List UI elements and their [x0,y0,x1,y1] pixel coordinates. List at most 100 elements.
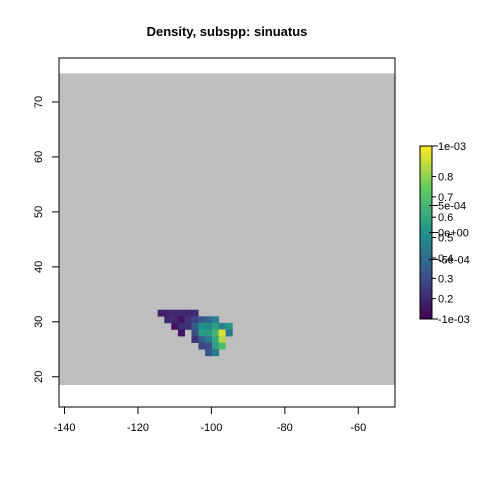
colorbar-swatch [420,163,432,166]
heatmap-cell [164,316,171,323]
colorbar-swatch [420,160,432,163]
heatmap-cell [226,330,233,337]
colorbar-swatch [420,244,432,247]
colorbar-tick-label: 0.3 [438,273,453,285]
x-tick-label: -60 [350,422,366,434]
colorbar-swatch [420,273,432,276]
heatmap-cell [198,343,205,350]
heatmap-cell [219,323,226,330]
colorbar-tick-label: 0.8 [438,172,453,184]
heatmap-cell [219,336,226,343]
colorbar-swatch [420,169,432,172]
heatmap-cell [219,343,226,350]
colorbar-overlay-label: -5e-04 [438,254,470,266]
colorbar-swatch [420,175,432,178]
colorbar-swatch [420,218,432,221]
heatmap-cell [191,310,198,317]
colorbar-swatch [420,166,432,169]
colorbar-swatch [420,224,432,227]
colorbar-swatch [420,282,432,285]
colorbar-swatch [420,287,432,290]
heatmap-cell [198,330,205,337]
heatmap-cell [205,349,212,356]
colorbar-swatch [420,261,432,264]
colorbar-swatch [420,241,432,244]
colorbar-swatch [420,152,432,155]
colorbar-swatch [420,172,432,175]
colorbar-swatch [420,313,432,316]
colorbar-swatch [420,158,432,161]
colorbar-swatch [420,302,432,305]
heatmap-cell [164,310,171,317]
heatmap-cell [198,336,205,343]
colorbar-swatch [420,267,432,270]
colorbar-swatch [420,207,432,210]
heatmap-cell [171,316,178,323]
y-tick-label: 60 [33,151,45,163]
colorbar-swatch [420,212,432,215]
chart-title: Density, subspp: sinuatus [147,24,308,39]
plot-panel [59,73,395,385]
y-tick-label: 70 [33,96,45,108]
heatmap-cell [212,343,219,350]
colorbar-swatch [420,279,432,282]
colorbar-swatch [420,221,432,224]
x-tick-label: -120 [127,422,149,434]
colorbar-swatch [420,310,432,313]
colorbar-swatch [420,215,432,218]
colorbar-swatch [420,296,432,299]
heatmap-cell [198,323,205,330]
heatmap-cell [178,330,185,337]
heatmap-cell [212,323,219,330]
heatmap-cell [185,316,192,323]
colorbar-swatch [420,227,432,230]
colorbar-swatch [420,247,432,250]
colorbar-swatch [420,305,432,308]
y-tick-label: 50 [33,206,45,218]
heatmap-cell [185,310,192,317]
heatmap-cell [171,323,178,330]
heatmap-cell [212,316,219,323]
colorbar-swatch [420,155,432,158]
colorbar-swatch [420,189,432,192]
heatmap-cell [158,310,165,317]
colorbar-overlay-label: 5e-04 [438,201,466,213]
colorbar-tick-label: 0.6 [438,212,453,224]
colorbar-swatch [420,250,432,253]
heatmap-cell [205,316,212,323]
heatmap-cell [226,323,233,330]
colorbar-overlay-label: 0e+00 [438,228,469,240]
x-tick-label: -100 [200,422,222,434]
colorbar-swatch [420,149,432,152]
colorbar-swatch [420,233,432,236]
heatmap-cell [212,349,219,356]
heatmap-cell [178,310,185,317]
colorbar-swatch [420,192,432,195]
heatmap-cell [191,316,198,323]
colorbar-swatch [420,195,432,198]
heatmap-cell [185,323,192,330]
x-axis: -140 -120 -100 -80 -60 [53,407,366,434]
colorbar-swatch [420,307,432,310]
heatmap-cell [205,336,212,343]
colorbar-swatch [420,181,432,184]
colorbar-swatch [420,178,432,181]
colorbar-swatch [420,256,432,259]
colorbar-tick-label: 0.2 [438,294,453,306]
colorbar-swatch [420,299,432,302]
mask-region [59,73,395,385]
y-axis: 20 30 40 50 60 70 [33,96,59,383]
colorbar-swatch [420,253,432,256]
heatmap-cell [178,316,185,323]
heatmap-cell [191,323,198,330]
heatmap-cell [191,336,198,343]
heatmap-cell [205,323,212,330]
colorbar-overlay-label: 1e-03 [438,141,466,153]
colorbar-overlay-label: -1e-03 [438,314,470,326]
colorbar-swatch [420,238,432,241]
y-tick-label: 20 [33,371,45,383]
heatmap-cell [212,336,219,343]
heatmap-cell [178,323,185,330]
colorbar-swatch [420,201,432,204]
